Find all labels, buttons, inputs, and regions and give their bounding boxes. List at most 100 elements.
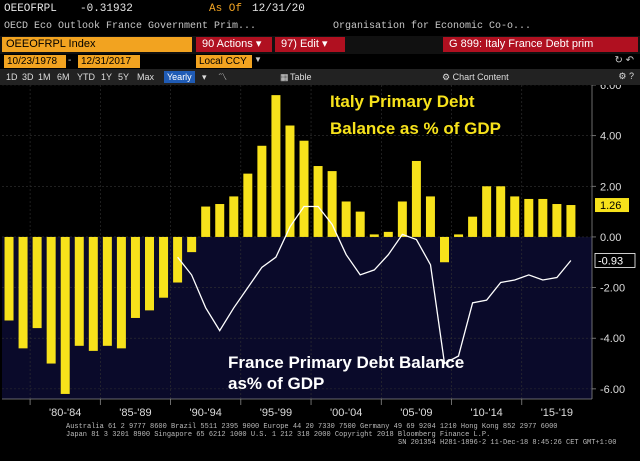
refresh-undo-icons[interactable]: ↻ ↶ bbox=[614, 55, 634, 66]
table-icon[interactable]: ▦ bbox=[280, 72, 289, 82]
y-tick-label: -6.00 bbox=[600, 384, 625, 396]
x-tick-label: '15-'19 bbox=[541, 407, 573, 419]
france-last-value: -0.93 bbox=[598, 255, 623, 267]
italy-bar bbox=[187, 236, 197, 253]
period-1m-button[interactable]: 1M bbox=[38, 72, 51, 82]
line-chart-icon[interactable]: 〽 bbox=[218, 72, 228, 82]
period-max-button[interactable]: Max bbox=[137, 72, 155, 82]
y-tick-label: 2.00 bbox=[600, 181, 621, 193]
italy-bar bbox=[468, 216, 478, 237]
italy-bar bbox=[397, 201, 407, 237]
start-date-field[interactable]: 10/23/1978 bbox=[4, 55, 66, 68]
period-3d-button[interactable]: 3D bbox=[22, 72, 34, 82]
settings-help-icons[interactable]: ⚙ ? bbox=[618, 71, 634, 81]
italy-bar bbox=[88, 236, 98, 351]
italy-annotation-line1: Italy Primary Debt bbox=[330, 92, 475, 111]
italy-bar bbox=[173, 236, 183, 283]
france-series-line bbox=[177, 205, 572, 365]
period-1y-button[interactable]: 1Y bbox=[101, 72, 113, 82]
france-last-value-box bbox=[594, 253, 636, 268]
italy-bar bbox=[285, 125, 295, 237]
description-bar: OECD Eco Outlook France Government Prim.… bbox=[0, 19, 640, 36]
italy-bar bbox=[425, 196, 435, 237]
italy-bar bbox=[454, 234, 464, 237]
italy-bars bbox=[4, 95, 576, 394]
x-tick-label: '05-'09 bbox=[400, 407, 432, 419]
x-tick-label: '90-'94 bbox=[190, 407, 222, 419]
chart-page-title: G 899: Italy France Debt prim bbox=[443, 37, 638, 52]
italy-bar bbox=[46, 236, 56, 364]
table-button[interactable]: Table bbox=[290, 72, 312, 82]
italy-bar bbox=[145, 236, 154, 311]
footer-contact-line1: Australia 61 2 9777 8600 Brazil 5511 239… bbox=[66, 423, 558, 431]
italy-bar bbox=[355, 211, 365, 237]
ticker-value: -0.31932 bbox=[80, 3, 133, 15]
france-annotation-line1: France Primary Debt Balance bbox=[228, 353, 464, 372]
italy-bar bbox=[369, 234, 379, 237]
footer: Australia 61 2 9777 8600 Brazil 5511 239… bbox=[0, 423, 640, 461]
italy-bar bbox=[327, 171, 337, 237]
end-date-field[interactable]: 12/31/2017 bbox=[78, 55, 140, 68]
asof-label: As Of bbox=[209, 3, 243, 15]
italy-bar bbox=[60, 236, 70, 394]
ticker-name: OEEOFRPL bbox=[4, 3, 57, 15]
asof-value: 12/31/20 bbox=[252, 3, 305, 15]
date-separator: - bbox=[68, 55, 72, 66]
italy-bar bbox=[215, 204, 225, 237]
x-tick-label: '80-'84 bbox=[49, 407, 81, 419]
chart-area: 6.00 4.00 2.00 0.00 -2.00 -4.00 -6.00 1.26 -0.93… bbox=[0, 85, 640, 423]
italy-bar bbox=[383, 231, 393, 237]
period-1d-button[interactable]: 1D bbox=[6, 72, 18, 82]
italy-bar bbox=[74, 236, 84, 346]
chevron-down-icon[interactable]: ▼ bbox=[254, 55, 262, 64]
index-field[interactable]: OEEOFRPL Index bbox=[2, 37, 192, 52]
x-tick-label: '85-'89 bbox=[119, 407, 151, 419]
command-bar: OEEOFRPL Index 90 Actions ▾ 97) Edit ▾ G… bbox=[0, 36, 640, 54]
italy-annotation-line2: Balance as % of GDP bbox=[330, 119, 501, 138]
y-tick-label: -4.00 bbox=[600, 333, 625, 345]
italy-bar bbox=[496, 186, 506, 237]
edit-button[interactable]: 97) Edit ▾ bbox=[275, 37, 345, 52]
italy-last-value-box bbox=[595, 198, 629, 213]
chart-content-label: Chart Content bbox=[452, 72, 509, 82]
italy-bar bbox=[229, 196, 239, 237]
italy-bar bbox=[102, 236, 112, 346]
x-axis: '80-'84 '85-'89 '90-'94 '95-'99 '00-'04 '05-'… bbox=[2, 398, 592, 419]
chart-content-button[interactable]: ⚙ Chart Content bbox=[442, 71, 509, 83]
italy-bar bbox=[243, 173, 253, 237]
period-ytd-button[interactable]: YTD bbox=[77, 72, 95, 82]
ticker-bar: OEEOFRPL -0.31932 As Of 12/31/20 bbox=[0, 0, 640, 19]
france-annotation-line2: as% of GDP bbox=[228, 374, 324, 393]
italy-bar bbox=[116, 236, 126, 349]
italy-bar bbox=[32, 236, 42, 329]
y-tick-label: 0.00 bbox=[600, 232, 621, 244]
chevron-down-icon[interactable]: ▾ bbox=[202, 72, 207, 82]
italy-last-value: 1.26 bbox=[600, 200, 621, 212]
italy-bar bbox=[159, 236, 169, 298]
actions-button[interactable]: 90 Actions ▾ bbox=[196, 37, 272, 52]
y-tick-label: 6.00 bbox=[600, 85, 621, 92]
italy-bar bbox=[482, 186, 492, 237]
date-range-bar: 10/23/1978 - 12/31/2017 Local CCY ▼ ↻ ↶ bbox=[0, 54, 640, 69]
italy-bar bbox=[566, 205, 576, 237]
grid-lines bbox=[2, 85, 592, 399]
footer-session-line: SN 201354 H281-1896-2 11-Dec-18 8:45:26 … bbox=[398, 439, 617, 447]
y-tick-label: 4.00 bbox=[600, 131, 621, 143]
italy-bar bbox=[313, 166, 323, 237]
period-5y-button[interactable]: 5Y bbox=[118, 72, 130, 82]
italy-bar bbox=[341, 201, 351, 237]
period-6m-button[interactable]: 6M bbox=[57, 72, 70, 82]
frequency-select[interactable]: Yearly bbox=[164, 71, 195, 83]
footer-contact-line2: Japan 81 3 3201 8900 Singapore 65 6212 1… bbox=[66, 431, 491, 439]
italy-bar bbox=[538, 198, 548, 237]
currency-field[interactable]: Local CCY bbox=[196, 55, 252, 68]
italy-bar bbox=[130, 236, 140, 318]
source-description: Organisation for Economic Co-o... bbox=[333, 21, 532, 32]
x-tick-label: '00-'04 bbox=[330, 407, 362, 419]
italy-bar bbox=[552, 204, 562, 237]
italy-bar bbox=[299, 140, 309, 237]
italy-bar bbox=[257, 145, 267, 237]
italy-bar bbox=[524, 198, 534, 237]
italy-bar bbox=[440, 236, 449, 263]
italy-bar bbox=[201, 206, 211, 237]
